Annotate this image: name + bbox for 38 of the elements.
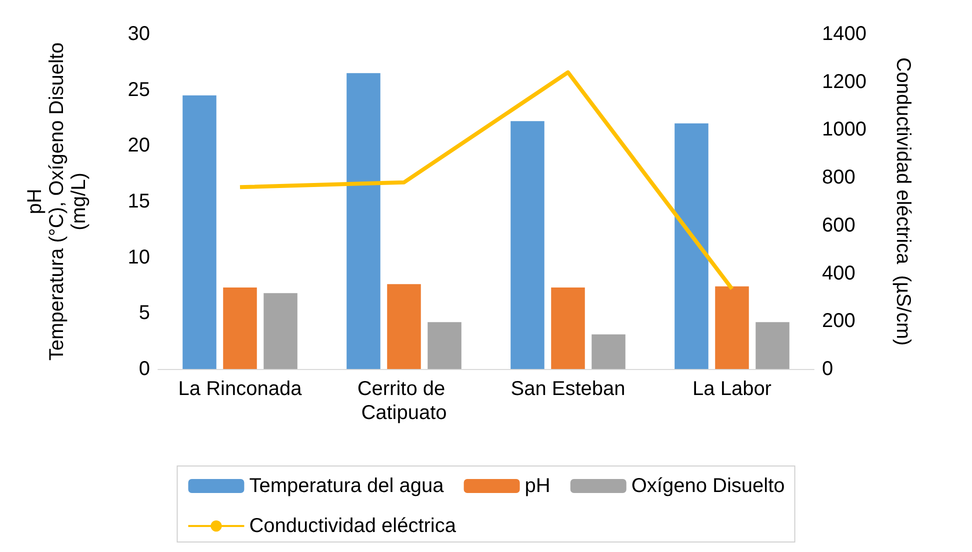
bar <box>551 287 585 369</box>
bar <box>387 284 421 369</box>
y2-tick-label: 600 <box>822 214 856 236</box>
x-tick-label: Cerrito de Catipuato <box>357 378 451 424</box>
y-tick-label: 20 <box>128 134 150 157</box>
x-tick-label: La Rinconada <box>178 378 303 400</box>
y2-axis-title: Conductividad eléctrica (µS/cm) <box>892 57 914 346</box>
y-axis-title: pH Temperatura (°C), Oxígeno Disuelto (mg/L) <box>24 42 90 361</box>
y2-tick-label: 1200 <box>822 70 866 93</box>
legend-label: Temperatura del agua <box>249 475 445 497</box>
x-tick-label: La Labor <box>692 378 772 400</box>
line-series <box>238 70 734 291</box>
y2-tick-label: 1400 <box>822 23 866 45</box>
y-tick-label: 15 <box>128 190 150 212</box>
bar <box>592 334 626 369</box>
y2-tick-label: 1000 <box>822 118 866 141</box>
bar <box>182 95 216 369</box>
bar <box>510 121 544 369</box>
y-tick-label: 0 <box>138 358 150 380</box>
y2-tick-label: 400 <box>822 262 856 284</box>
bar <box>715 286 749 369</box>
bar <box>346 73 380 369</box>
y2-tick-label: 800 <box>822 166 856 189</box>
legend-label: Oxígeno Disuelto <box>631 475 785 497</box>
bar <box>428 322 462 369</box>
x-tick-label: San Esteban <box>510 378 626 400</box>
bar <box>223 287 257 369</box>
y-tick-label: 10 <box>128 246 150 268</box>
y-tick-label: 30 <box>128 23 150 45</box>
y-tick-label: 25 <box>128 78 150 101</box>
legend-label: pH <box>524 475 550 497</box>
bar <box>264 293 298 369</box>
bar <box>756 322 790 369</box>
y-tick-label: 5 <box>138 302 150 324</box>
bar <box>674 123 708 369</box>
y2-tick-label: 0 <box>822 358 834 380</box>
y2-tick-label: 200 <box>822 310 856 332</box>
legend-label: Conductividad eléctrica <box>249 515 457 537</box>
